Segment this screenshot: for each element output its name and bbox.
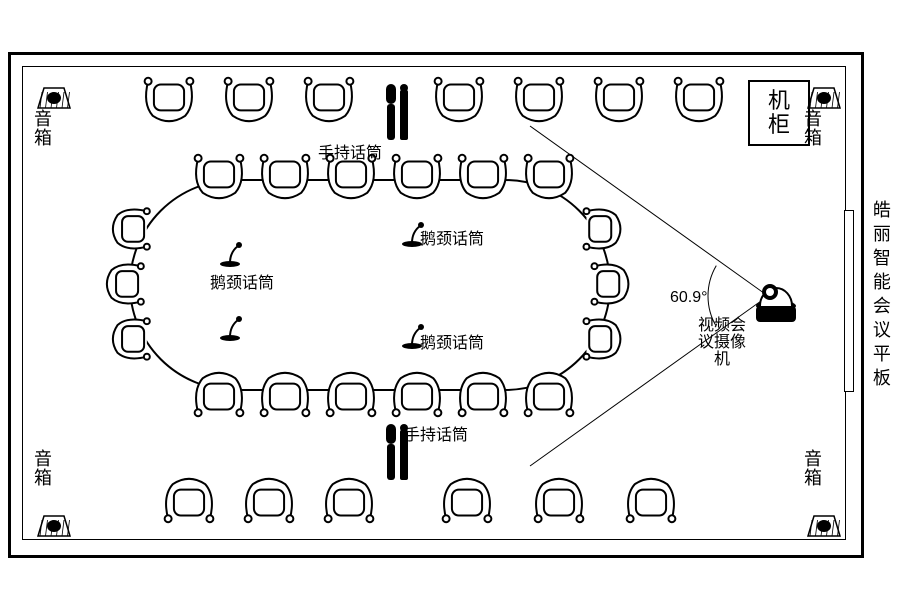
gooseneck-mic-label: 鹅颈话筒: [210, 276, 274, 293]
chair-icon: [622, 468, 680, 522]
speaker-icon: [36, 510, 72, 538]
chair-icon: [256, 155, 314, 209]
chair-icon: [388, 362, 446, 416]
chair-icon: [430, 78, 488, 132]
speaker-label: 音 箱: [34, 450, 52, 488]
chair-icon: [140, 78, 198, 132]
chair-icon: [590, 261, 639, 307]
camera-icon: [750, 270, 802, 326]
chair-icon: [322, 362, 380, 416]
fov-angle-label: 60.9°: [670, 290, 708, 307]
speaker-icon: [806, 82, 842, 110]
chair-icon: [520, 362, 578, 416]
chair-icon: [510, 78, 568, 132]
chair-icon: [590, 78, 648, 132]
conference-table: [128, 178, 612, 392]
chair-icon: [670, 78, 728, 132]
chair-icon: [160, 468, 218, 522]
chair-icon: [322, 155, 380, 209]
chair-icon: [102, 316, 151, 362]
chair-icon: [96, 261, 145, 307]
equipment-rack: 机 柜: [748, 80, 810, 146]
chair-icon: [582, 206, 631, 252]
chair-icon: [530, 468, 588, 522]
speaker-icon: [806, 510, 842, 538]
chair-icon: [300, 78, 358, 132]
chair-icon: [220, 78, 278, 132]
handheld-mic-label: 手持话筒: [404, 428, 468, 445]
chair-icon: [582, 316, 631, 362]
chair-icon: [454, 362, 512, 416]
chair-icon: [388, 155, 446, 209]
gooseneck-mic-icon: [218, 312, 248, 342]
chair-icon: [190, 362, 248, 416]
handheld-mic-label: 手持话筒: [318, 146, 382, 163]
chair-icon: [102, 206, 151, 252]
chair-icon: [240, 468, 298, 522]
speaker-label: 音 箱: [34, 110, 52, 148]
chair-icon: [438, 468, 496, 522]
camera-label: 视频会 议摄像 机: [698, 318, 746, 368]
smart-panel: [844, 210, 854, 392]
chair-icon: [320, 468, 378, 522]
chair-icon: [454, 155, 512, 209]
gooseneck-mic-icon: [218, 238, 248, 268]
speaker-icon: [36, 82, 72, 110]
handheld-mic-icon: [384, 82, 412, 144]
chair-icon: [256, 362, 314, 416]
gooseneck-mic-label: 鹅颈话筒: [420, 336, 484, 353]
speaker-label: 音 箱: [804, 450, 822, 488]
chair-icon: [520, 155, 578, 209]
smart-panel-label: 皓丽智能会议平板: [871, 200, 890, 392]
gooseneck-mic-label: 鹅颈话筒: [420, 232, 484, 249]
chair-icon: [190, 155, 248, 209]
